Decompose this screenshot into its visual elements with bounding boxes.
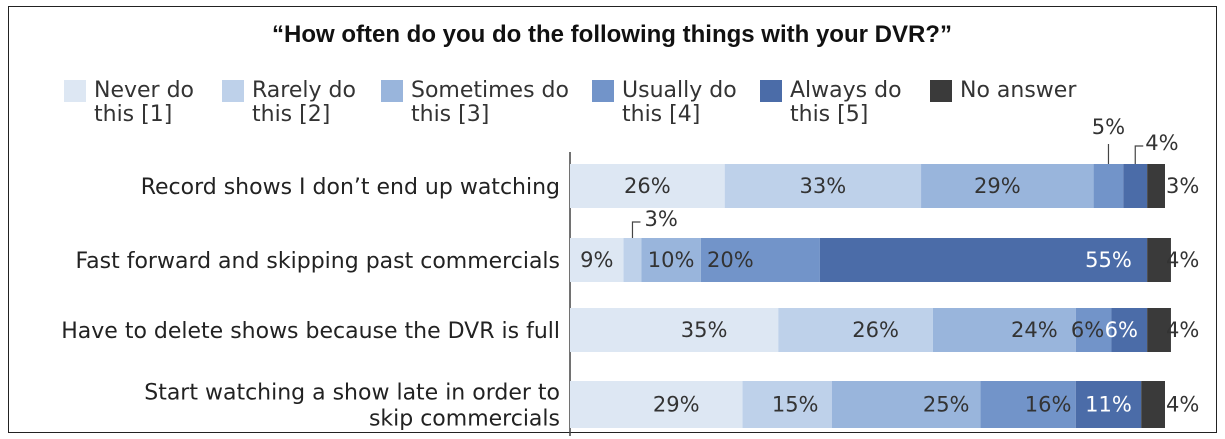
data-label: 25% [923, 393, 970, 417]
data-label: 15% [772, 393, 819, 417]
data-label: 29% [653, 393, 700, 417]
bar-segment-rarely-do-this [724, 164, 922, 208]
data-label: 55% [1085, 248, 1132, 272]
bar-row-start-watching-a-show-late-in-order-to-skip-commercials: 29% 15% 25% 16% 11% 4% [570, 381, 1199, 428]
bar-row-record-shows-i-don-t-end-up-watching: 26% 33% 29% 5% 4% 3% [570, 115, 1199, 208]
bar-segment-sometimes-do-this [641, 238, 701, 282]
category-label: skip commercials [369, 407, 560, 432]
data-label: 29% [974, 174, 1021, 198]
bar-row-have-to-delete-shows-because-the-dvr-is-full: 35% 26% 24% 6% 6% 4% [570, 308, 1199, 352]
chart-frame [8, 6, 1217, 433]
bar-segment-usually-do-this [700, 238, 820, 282]
legend-label: Usually do [622, 78, 737, 103]
legend-label: this [1] [94, 102, 172, 127]
category-label: Fast forward and skipping past commercia… [76, 249, 560, 274]
legend-swatch [64, 80, 86, 102]
data-label: 9% [580, 248, 613, 272]
legend-label: this [2] [252, 102, 330, 127]
legend-label: this [3] [411, 102, 489, 127]
data-label: 4% [1166, 393, 1199, 417]
legend-label: Always do [790, 78, 902, 103]
data-label: 4% [1145, 131, 1178, 155]
bar-segment-always-do-this [1111, 308, 1148, 352]
data-label: 24% [1011, 318, 1058, 342]
bars: 26% 33% 29% 5% 4% 3% 9% 3% 10% 20% 55% 4% 35% 26% 24% 6… [570, 115, 1199, 428]
legend-swatch [381, 80, 403, 102]
legend-label: this [5] [790, 102, 868, 127]
legend-swatch [592, 80, 614, 102]
data-label: 10% [648, 248, 695, 272]
data-label: 16% [1025, 393, 1072, 417]
bar-segment-always-do-this [1075, 381, 1142, 428]
bar-segment-rarely-do-this [623, 238, 642, 282]
chart-title: “How often do you do the following thing… [272, 21, 952, 48]
data-label: 33% [800, 174, 847, 198]
category-labels: Record shows I don’t end up watching Fast… [61, 175, 560, 432]
bar-segment-never-do-this [570, 308, 779, 352]
data-label: 20% [707, 248, 754, 272]
legend-swatch [222, 80, 244, 102]
category-label: Record shows I don’t end up watching [141, 175, 560, 200]
bar-segment-never-do-this [570, 238, 624, 282]
bar-segment-usually-do-this [1075, 308, 1112, 352]
data-label: 5% [1092, 115, 1125, 139]
legend-label: this [4] [622, 102, 700, 127]
data-label: 26% [624, 174, 671, 198]
bar-segment-always-do-this [819, 238, 1148, 282]
bar-segment-never-do-this [570, 164, 725, 208]
bar-segment-usually-do-this [980, 381, 1076, 428]
bar-segment-no-answer [1141, 381, 1165, 428]
legend-item-no-answer: No answer [930, 78, 1077, 103]
bar-row-fast-forward-and-skipping-past-commercials: 9% 3% 10% 20% 55% 4% [570, 207, 1199, 282]
data-label: 11% [1085, 393, 1132, 417]
category-label: Start watching a show late in order to [144, 381, 560, 406]
bar-segment-sometimes-do-this [932, 308, 1076, 352]
legend-label: Rarely do [252, 78, 356, 103]
legend-swatch [930, 80, 952, 102]
bar-segment-never-do-this [570, 381, 743, 428]
data-label: 4% [1166, 318, 1199, 342]
legend-label: Never do [94, 78, 194, 103]
leader-line [631, 221, 641, 238]
legend-label: No answer [960, 78, 1077, 103]
bar-segment-no-answer [1147, 238, 1171, 282]
data-label: 3% [1166, 174, 1199, 198]
bar-segment-rarely-do-this [742, 381, 832, 428]
legend-swatch [760, 80, 782, 102]
legend-label: Sometimes do [411, 78, 569, 103]
data-label: 3% [644, 207, 677, 231]
data-label: 6% [1105, 318, 1138, 342]
bar-segment-always-do-this [1123, 164, 1148, 208]
bar-segment-no-answer [1147, 308, 1171, 352]
data-label: 4% [1166, 248, 1199, 272]
bar-segment-rarely-do-this [778, 308, 933, 352]
category-label: Have to delete shows because the DVR is … [61, 319, 560, 344]
bar-segment-sometimes-do-this [921, 164, 1094, 208]
bar-segment-sometimes-do-this [831, 381, 981, 428]
data-label: 26% [852, 318, 899, 342]
bar-segment-no-answer [1147, 164, 1165, 208]
bar-segment-usually-do-this [1093, 164, 1124, 208]
leader-line [1134, 145, 1144, 164]
data-label: 35% [681, 318, 728, 342]
data-label: 6% [1071, 318, 1104, 342]
